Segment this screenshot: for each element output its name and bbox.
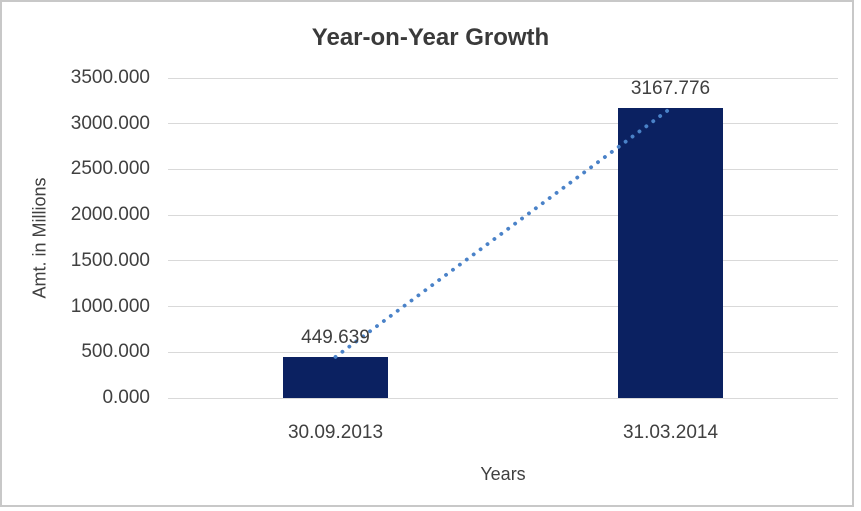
y-tick-label: 1000.000 <box>70 295 150 317</box>
y-axis-title: Amt. in Millions <box>29 177 50 299</box>
y-tick-label: 3000.000 <box>70 112 150 134</box>
category-label: 31.03.2014 <box>622 422 719 443</box>
gridline <box>168 397 838 399</box>
bar <box>618 108 723 398</box>
x-axis-title: Years <box>480 464 526 484</box>
gridline <box>168 260 838 262</box>
y-tick-label: 1500.000 <box>70 249 150 271</box>
y-tick-label: 500.000 <box>81 341 150 363</box>
gridline <box>168 351 838 353</box>
y-tick-label: 0.000 <box>102 387 150 408</box>
y-tick-label: 3500.000 <box>70 67 150 88</box>
y-tick-label: 2500.000 <box>70 158 150 180</box>
gridline <box>168 77 838 79</box>
bar-data-label: 3167.776 <box>630 78 711 100</box>
category-label: 30.09.2013 <box>287 422 384 443</box>
gridline <box>168 123 838 125</box>
gridline <box>168 306 838 308</box>
bar-data-label: 449.639 <box>301 326 370 348</box>
bar <box>283 356 388 398</box>
y-tick-label: 2000.000 <box>70 204 150 226</box>
gridline <box>168 214 838 216</box>
chart-title: Year-on-Year Growth <box>311 24 550 51</box>
gridline <box>168 168 838 170</box>
